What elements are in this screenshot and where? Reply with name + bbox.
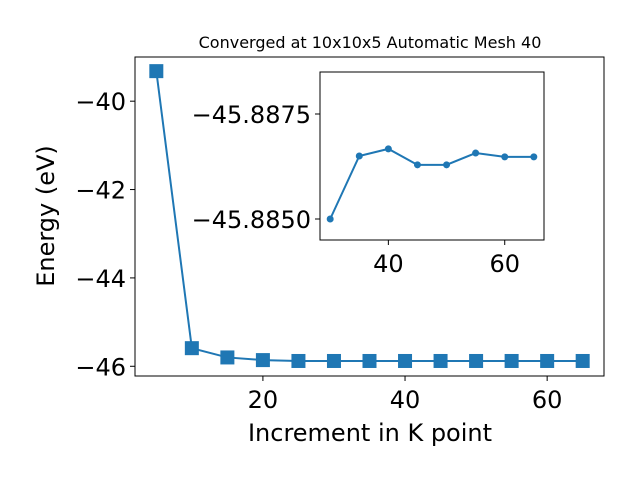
marker — [398, 353, 413, 368]
x-tick-label: 40 — [373, 250, 404, 278]
marker — [443, 161, 451, 169]
marker — [413, 161, 421, 169]
marker — [540, 353, 555, 368]
marker — [362, 353, 377, 368]
x-tick-label: 20 — [248, 386, 279, 414]
marker — [469, 353, 484, 368]
y-tick-label: −46 — [75, 353, 126, 381]
y-tick-label: −45.8875 — [192, 101, 311, 129]
marker — [504, 353, 519, 368]
y-tick-label: −45.8850 — [192, 206, 311, 234]
marker — [291, 353, 306, 368]
marker — [184, 341, 199, 356]
axes-frame — [134, 56, 605, 377]
marker — [575, 353, 590, 368]
x-axis-label: Increment in K point — [248, 419, 492, 447]
marker — [530, 153, 538, 161]
y-tick-label: −44 — [75, 265, 126, 293]
x-tick-label: 60 — [532, 386, 563, 414]
y-tick-label: −42 — [75, 177, 126, 205]
data-line — [329, 147, 534, 220]
marker — [433, 353, 448, 368]
chart-title: Converged at 10x10x5 Automatic Mesh 40 — [199, 33, 542, 52]
x-tick-label: 60 — [489, 250, 520, 278]
marker — [220, 350, 235, 365]
x-tick-label: 40 — [390, 386, 421, 414]
marker — [472, 149, 480, 157]
y-axis-label: Energy (eV) — [32, 145, 60, 287]
axes-frame — [319, 71, 545, 241]
marker — [149, 64, 164, 79]
marker — [326, 353, 341, 368]
marker — [501, 153, 509, 161]
marker — [355, 152, 363, 160]
y-tick-label: −40 — [75, 88, 126, 116]
marker — [255, 353, 270, 368]
marker — [326, 215, 334, 223]
marker — [384, 145, 392, 153]
